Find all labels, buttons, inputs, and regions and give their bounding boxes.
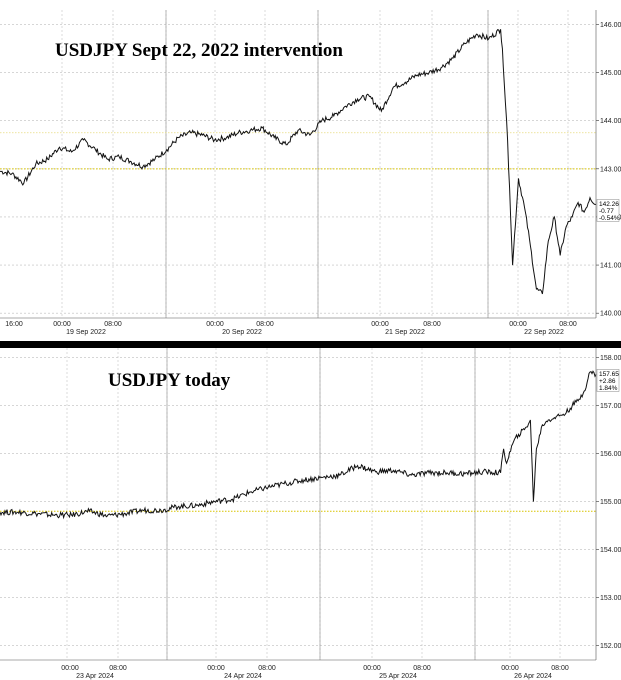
y-tick-label: 143.00 [600, 166, 621, 173]
x-axis: 16:00 00:00 08:00 00:00 08:00 00:00 08:00 00:00… [0, 317, 596, 336]
y-axis: 158.00 157.00 156.00 155.00 154.00 153.00 152.… [595, 348, 621, 660]
last-value-badge: 142.26-0.77-0.54% [596, 199, 620, 222]
x-tick-label: 08:00 [559, 321, 577, 328]
x-date-label: 19 Sep 2022 [66, 329, 106, 336]
chart-panel-apr-2024: 158.00 157.00 156.00 155.00 154.00 153.00 152.… [0, 348, 621, 680]
y-tick-label: 155.00 [600, 499, 621, 506]
y-tick-label: 140.00 [600, 311, 621, 318]
y-tick-label: 156.00 [600, 451, 621, 458]
y-tick-label: 145.00 [600, 70, 621, 77]
chart-title: USDJPY Sept 22, 2022 intervention [55, 40, 343, 61]
grid-lines [0, 348, 596, 660]
x-tick-label: 00:00 [61, 665, 79, 672]
x-tick-label: 00:00 [509, 321, 527, 328]
chart-panel-sep-2022: 146.00145.00144.00143.00142.00141.00140.… [0, 10, 621, 336]
x-tick-label: 08:00 [109, 665, 127, 672]
x-date-label: 21 Sep 2022 [385, 329, 425, 336]
x-tick-label: 00:00 [371, 321, 389, 328]
y-tick-label: 152.00 [600, 643, 621, 650]
x-date-label: 23 Apr 2024 [76, 673, 114, 680]
last-value-badge: 157.65+2.861.84% [596, 369, 620, 392]
reference-lines [0, 132, 596, 170]
series-line-usdjpy-2022 [0, 28, 597, 295]
change-label: +2.86 [599, 378, 616, 385]
x-tick-label: 08:00 [256, 321, 274, 328]
last-value-box [596, 369, 620, 392]
x-tick-label: 00:00 [53, 321, 71, 328]
x-date-label: 26 Apr 2024 [514, 673, 552, 680]
series-line-usdjpy-2024 [0, 370, 597, 520]
y-tick-label: 141.00 [600, 263, 621, 270]
y-tick-label: 154.00 [600, 547, 621, 554]
chart-title: USDJPY today [108, 370, 231, 391]
x-tick-label: 08:00 [551, 665, 569, 672]
last-price-label: 157.65 [599, 371, 619, 378]
y-tick-label: 144.00 [600, 118, 621, 125]
y-tick-label: 157.00 [600, 403, 621, 410]
x-tick-label: 08:00 [413, 665, 431, 672]
x-tick-label: 08:00 [104, 321, 122, 328]
y-tick-label: 153.00 [600, 595, 621, 602]
change-label: -0.77 [599, 208, 614, 215]
x-tick-label: 00:00 [363, 665, 381, 672]
y-tick-label: 146.00 [600, 22, 621, 29]
x-tick-label: 00:00 [501, 665, 519, 672]
pct-change-label: 1.84% [599, 385, 618, 392]
x-date-label: 25 Apr 2024 [379, 673, 417, 680]
x-date-label: 22 Sep 2022 [524, 329, 564, 336]
x-tick-label: 08:00 [258, 665, 276, 672]
y-tick-label: 158.00 [600, 355, 621, 362]
x-date-label: 20 Sep 2022 [222, 329, 262, 336]
x-axis: 00:00 08:00 00:00 08:00 00:00 08:00 00:00 08:00… [0, 659, 596, 680]
x-tick-label: 00:00 [207, 665, 225, 672]
x-tick-label: 08:00 [423, 321, 441, 328]
x-date-label: 24 Apr 2024 [224, 673, 262, 680]
panel-divider [0, 341, 621, 348]
last-price-label: 142.26 [599, 201, 619, 208]
pct-change-label: -0.54% [599, 215, 620, 222]
x-tick-label: 16:00 [5, 321, 23, 328]
x-tick-label: 00:00 [206, 321, 224, 328]
last-value-box [596, 199, 620, 222]
